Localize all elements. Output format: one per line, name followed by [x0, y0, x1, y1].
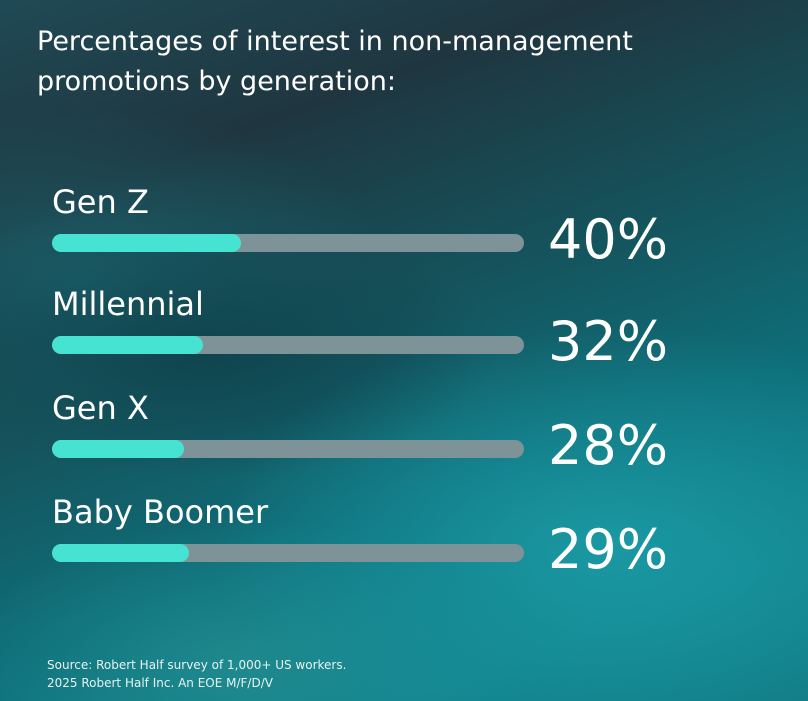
bar-fill — [52, 544, 189, 562]
bar-fill — [52, 336, 204, 354]
category-label: Gen Z — [52, 183, 149, 221]
category-label: Gen X — [52, 389, 149, 427]
chart-title: Percentages of interest in non-managemen… — [37, 26, 633, 97]
bar-row-millennial: Millennial 32% — [52, 284, 692, 384]
footnote-source: Source: Robert Half survey of 1,000+ US … — [47, 658, 347, 672]
category-label: Millennial — [52, 285, 204, 323]
footnote-copyright: 2025 Robert Half Inc. An EOE M/F/D/V — [47, 676, 273, 690]
bar-track — [52, 336, 524, 354]
category-label: Baby Boomer — [52, 493, 269, 531]
source-footnote: Source: Robert Half survey of 1,000+ US … — [47, 656, 346, 692]
bar-fill — [52, 234, 241, 252]
bar-track — [52, 440, 524, 458]
bar-track — [52, 234, 524, 252]
value-label: 40% — [548, 208, 669, 271]
bar-track — [52, 544, 524, 562]
bar-row-baby-boomer: Baby Boomer 29% — [52, 492, 692, 592]
bar-row-gen-x: Gen X 28% — [52, 388, 692, 488]
bar-fill — [52, 440, 185, 458]
bar-row-gen-z: Gen Z 40% — [52, 182, 692, 282]
value-label: 32% — [548, 310, 669, 373]
value-label: 28% — [548, 414, 669, 477]
value-label: 29% — [548, 518, 669, 581]
